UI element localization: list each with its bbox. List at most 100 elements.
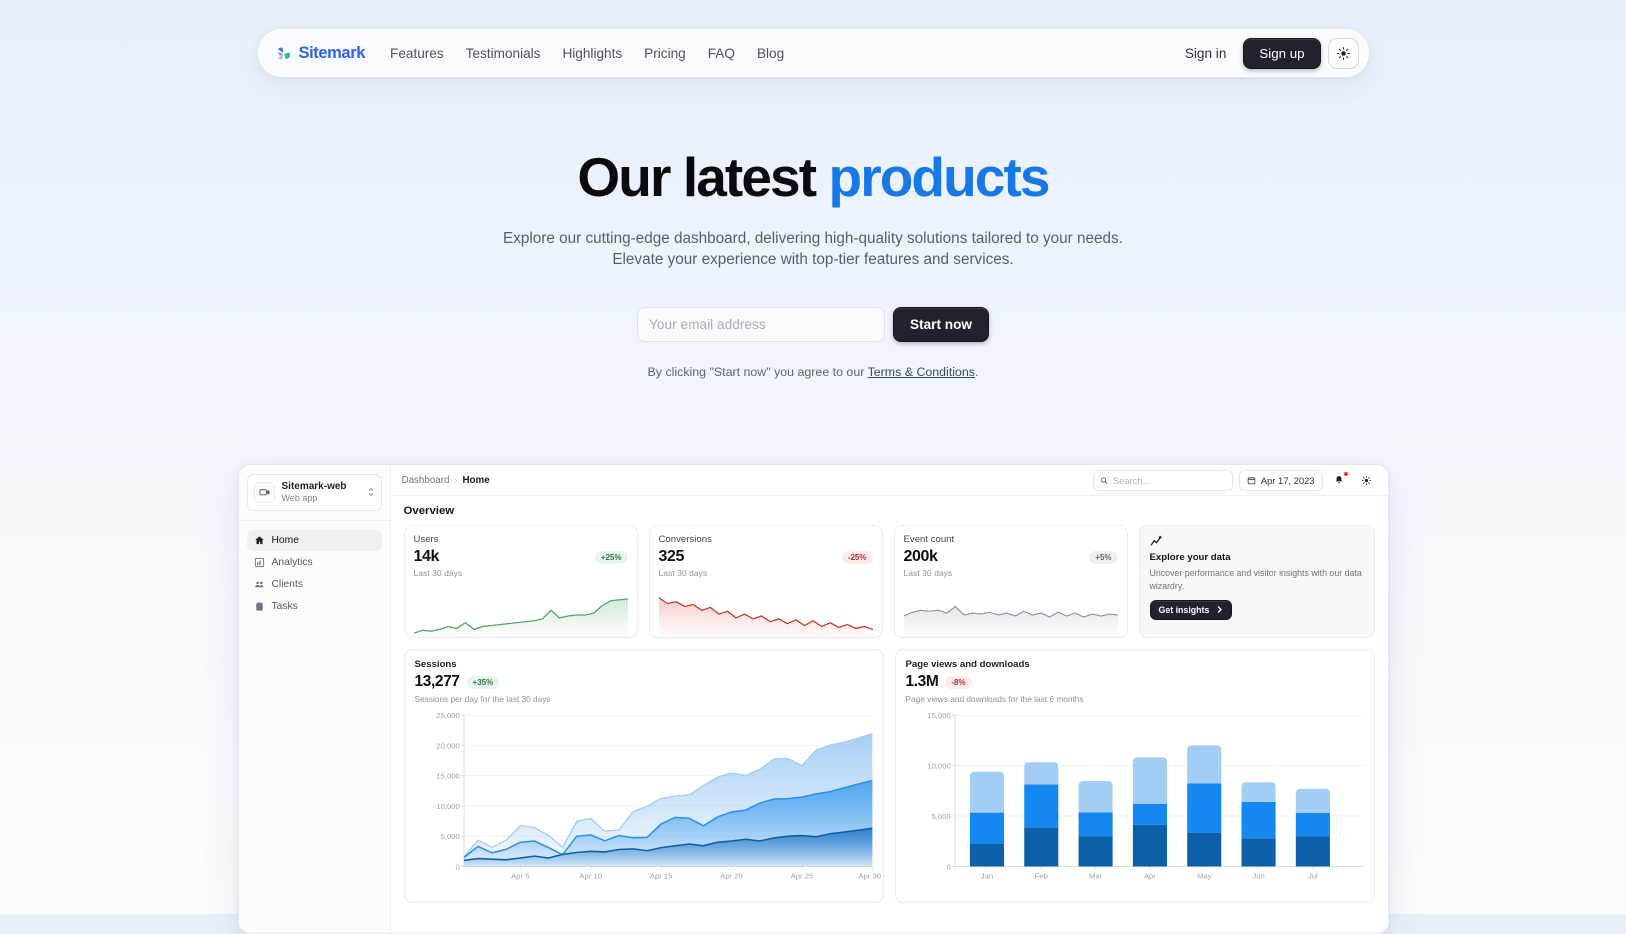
terms-notice: By clicking "Start now" you agree to our… <box>0 365 1626 379</box>
dashboard-preview-container: Sitemark-web Web app Home Anal <box>0 464 1626 934</box>
brand-name: Sitemark <box>298 43 366 62</box>
sidebar-item-label: Home <box>271 534 299 546</box>
dashboard-sidebar: Sitemark-web Web app Home Anal <box>238 465 391 933</box>
notifications-button[interactable] <box>1329 470 1350 491</box>
email-field[interactable] <box>637 306 886 342</box>
search-icon <box>1100 476 1108 484</box>
date-picker-button[interactable]: Apr 17, 2023 <box>1238 469 1323 491</box>
breadcrumb-dashboard[interactable]: Dashboard <box>401 474 450 486</box>
appbar-actions: Sign in Sign up <box>1175 37 1359 69</box>
nav-item-faq[interactable]: FAQ <box>707 45 735 61</box>
appbar-container: Sitemark Features Testimonials Highlight… <box>0 29 1626 77</box>
breadcrumb-home: Home <box>462 474 490 486</box>
brand[interactable]: Sitemark <box>274 43 366 63</box>
project-text: Sitemark-web Web app <box>282 480 360 505</box>
stat-card-conversions[interactable]: Conversions 325 -25% Last 30 days <box>648 525 883 638</box>
sidebar-divider <box>238 519 390 521</box>
sun-icon <box>1361 475 1371 485</box>
analytics-icon <box>254 557 264 567</box>
explore-data-text: Uncover performance and visitor insights… <box>1149 568 1362 591</box>
nav-item-blog[interactable]: Blog <box>756 45 785 61</box>
chart-sparkle-icon <box>1150 535 1162 546</box>
chart-value: 13,277 <box>414 673 460 690</box>
svg-text:5,000: 5,000 <box>931 812 950 821</box>
start-now-button[interactable]: Start now <box>893 306 989 342</box>
search-box[interactable] <box>1092 469 1233 491</box>
dashboard-preview: Sitemark-web Web app Home Anal <box>237 464 1389 934</box>
chart-value: 1.3M <box>905 673 939 690</box>
terms-prefix: By clicking "Start now" you agree to our <box>647 364 868 379</box>
stat-subtitle: Last 30 days <box>903 568 953 578</box>
bell-icon <box>1335 476 1343 483</box>
hero-subtitle-line-2: Elevate your experience with top-tier fe… <box>612 251 1014 269</box>
sign-in-button[interactable]: Sign in <box>1175 40 1237 67</box>
explore-data-card: Explore your data Uncover performance an… <box>1138 525 1375 638</box>
svg-text:20,000: 20,000 <box>436 742 459 751</box>
svg-text:10,000: 10,000 <box>927 762 950 771</box>
sidebar-item-tasks[interactable]: Tasks <box>247 596 382 617</box>
sparkline-users <box>413 595 628 637</box>
svg-text:Jun: Jun <box>1252 872 1264 881</box>
page-views-bar-plot: 15,000 10,000 5,000 0 <box>906 711 1364 891</box>
svg-text:Jul: Jul <box>1307 872 1317 881</box>
svg-text:Apr 10: Apr 10 <box>579 872 602 881</box>
overview-heading: Overview <box>403 505 455 517</box>
svg-text:Apr 5: Apr 5 <box>511 872 529 881</box>
sign-up-button[interactable]: Sign up <box>1243 37 1321 69</box>
svg-text:Apr 30: Apr 30 <box>858 872 881 881</box>
stat-card-users[interactable]: Users 14k +25% Last 30 days <box>403 525 638 638</box>
stat-subtitle: Last 30 days <box>658 568 708 578</box>
stat-value: 14k <box>413 548 440 565</box>
nav-item-testimonials[interactable]: Testimonials <box>465 45 541 61</box>
bar-group-jan <box>969 771 1004 867</box>
status-badge: +5% <box>1089 550 1118 564</box>
bar-group-feb <box>1023 762 1058 867</box>
stat-card-event-count[interactable]: Event count 200k +5% Last 30 days <box>893 525 1128 638</box>
stat-value-row: 200k +5% <box>904 548 1118 566</box>
primary-nav: Features Testimonials Highlights Pricing… <box>379 40 795 67</box>
sun-icon <box>1336 46 1350 60</box>
svg-text:5,000: 5,000 <box>440 832 459 841</box>
get-insights-button[interactable]: Get insights <box>1149 599 1233 620</box>
status-badge: -25% <box>841 550 873 564</box>
chart-subtitle: Sessions per day for the last 30 days <box>414 694 551 704</box>
nav-item-highlights[interactable]: Highlights <box>562 45 623 61</box>
sidebar-item-label: Analytics <box>271 556 313 568</box>
search-input[interactable] <box>1112 474 1226 486</box>
nav-item-pricing[interactable]: Pricing <box>644 45 686 61</box>
explore-data-title: Explore your data <box>1149 552 1231 563</box>
chart-title: Page views and downloads <box>905 659 1030 670</box>
pinwheel-logo-icon <box>277 46 290 60</box>
dashboard-color-mode-toggle[interactable] <box>1356 470 1377 491</box>
y-axis-labels: 25,000 20,000 15,000 10,000 5,000 0 <box>436 711 459 871</box>
sparkline-conversions <box>658 595 873 637</box>
color-mode-toggle[interactable] <box>1327 37 1359 69</box>
calendar-icon <box>1247 476 1256 484</box>
status-badge: +35% <box>466 675 500 689</box>
sessions-area-plot: 25,000 20,000 15,000 10,000 5,000 0 <box>415 711 881 891</box>
notification-dot <box>1343 471 1348 476</box>
page-views-chart-card: Page views and downloads 1.3M -8% Page v… <box>894 649 1375 903</box>
get-insights-label: Get insights <box>1158 604 1210 615</box>
chart-title: Sessions <box>414 659 457 670</box>
sidebar-item-home[interactable]: Home <box>246 529 382 551</box>
project-selector[interactable]: Sitemark-web Web app <box>246 474 382 511</box>
sidebar-item-label: Tasks <box>271 600 298 612</box>
sidebar-item-clients[interactable]: Clients <box>247 574 382 595</box>
charts-row: Sessions 13,277 +35% Sessions per day fo… <box>403 649 1375 903</box>
y-tick-marks <box>460 714 464 867</box>
svg-text:25,000: 25,000 <box>436 711 459 720</box>
stat-subtitle: Last 30 days <box>413 568 463 578</box>
terms-link[interactable]: Terms & Conditions <box>867 364 975 379</box>
sidebar-nav: Home Analytics Clients <box>246 529 382 617</box>
sidebar-item-analytics[interactable]: Analytics <box>247 552 382 573</box>
svg-text:Apr 15: Apr 15 <box>649 872 672 881</box>
y-axis-labels: 15,000 10,000 5,000 0 <box>927 711 950 871</box>
terms-suffix: . <box>975 364 979 379</box>
stat-value: 200k <box>903 548 938 565</box>
svg-text:15,000: 15,000 <box>927 711 950 720</box>
people-icon <box>254 581 263 587</box>
svg-text:May: May <box>1197 872 1212 881</box>
nav-item-features[interactable]: Features <box>390 45 444 61</box>
hero-title-lead: Our latest <box>577 146 817 208</box>
